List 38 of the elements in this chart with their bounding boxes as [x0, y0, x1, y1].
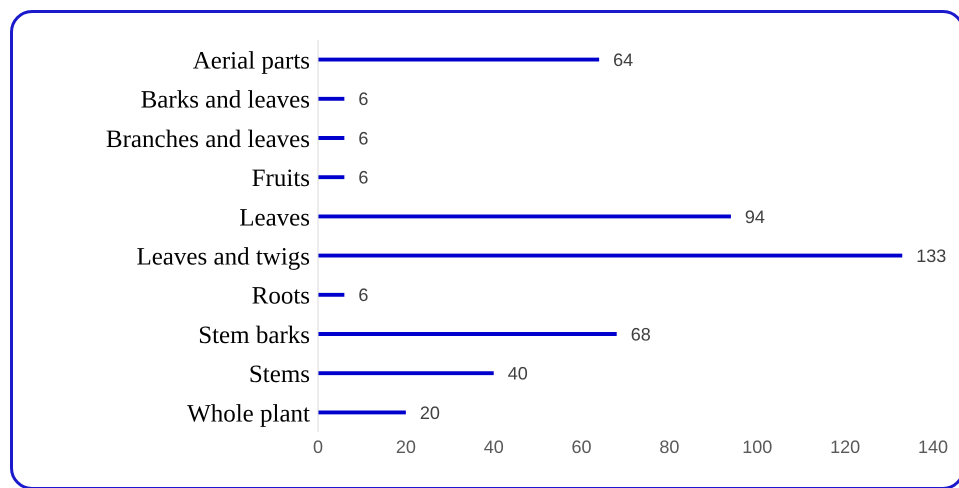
- y-tick-label: Leaves and twigs: [136, 243, 310, 270]
- data-label: 6: [358, 89, 368, 110]
- x-tick-label: 120: [830, 436, 860, 457]
- y-tick-label: Leaves: [239, 204, 310, 232]
- y-tick-label: Stems: [248, 361, 310, 388]
- x-tick-label: 0: [312, 436, 324, 457]
- y-tick-label: Roots: [252, 282, 310, 310]
- data-label: 6: [358, 128, 368, 148]
- bar: [318, 214, 731, 218]
- data-label: 64: [613, 50, 634, 70]
- data-label: 40: [508, 364, 528, 384]
- data-label: 6: [358, 168, 368, 188]
- bar: [318, 410, 406, 414]
- x-tick-label: 140: [918, 436, 948, 457]
- bar: [318, 254, 902, 258]
- bar: [318, 96, 344, 101]
- data-label: 6: [358, 285, 368, 306]
- y-tick-label: Fruits: [252, 165, 310, 192]
- data-label: 133: [916, 246, 946, 266]
- bar: [318, 136, 344, 140]
- bar: [318, 175, 344, 180]
- y-tick-label: Stem barks: [198, 322, 310, 349]
- x-tick-label: 60: [572, 436, 592, 457]
- y-tick-label: Barks and leaves: [140, 86, 310, 114]
- data-label: 94: [744, 206, 765, 227]
- bar: [318, 371, 494, 376]
- x-tick-label: 100: [742, 436, 772, 457]
- x-tick-label: 40: [484, 436, 504, 457]
- y-tick-label: Branches and leaves: [106, 126, 310, 153]
- x-tick-label: 20: [396, 436, 416, 457]
- bar: [318, 332, 617, 336]
- bar: [318, 292, 344, 297]
- y-tick-label: Whole plant: [187, 400, 310, 428]
- bar: [318, 58, 600, 62]
- data-label: 20: [420, 402, 440, 423]
- y-tick-label: Aerial parts: [192, 47, 310, 74]
- x-tick-label: 80: [659, 436, 680, 457]
- data-label: 68: [630, 324, 651, 344]
